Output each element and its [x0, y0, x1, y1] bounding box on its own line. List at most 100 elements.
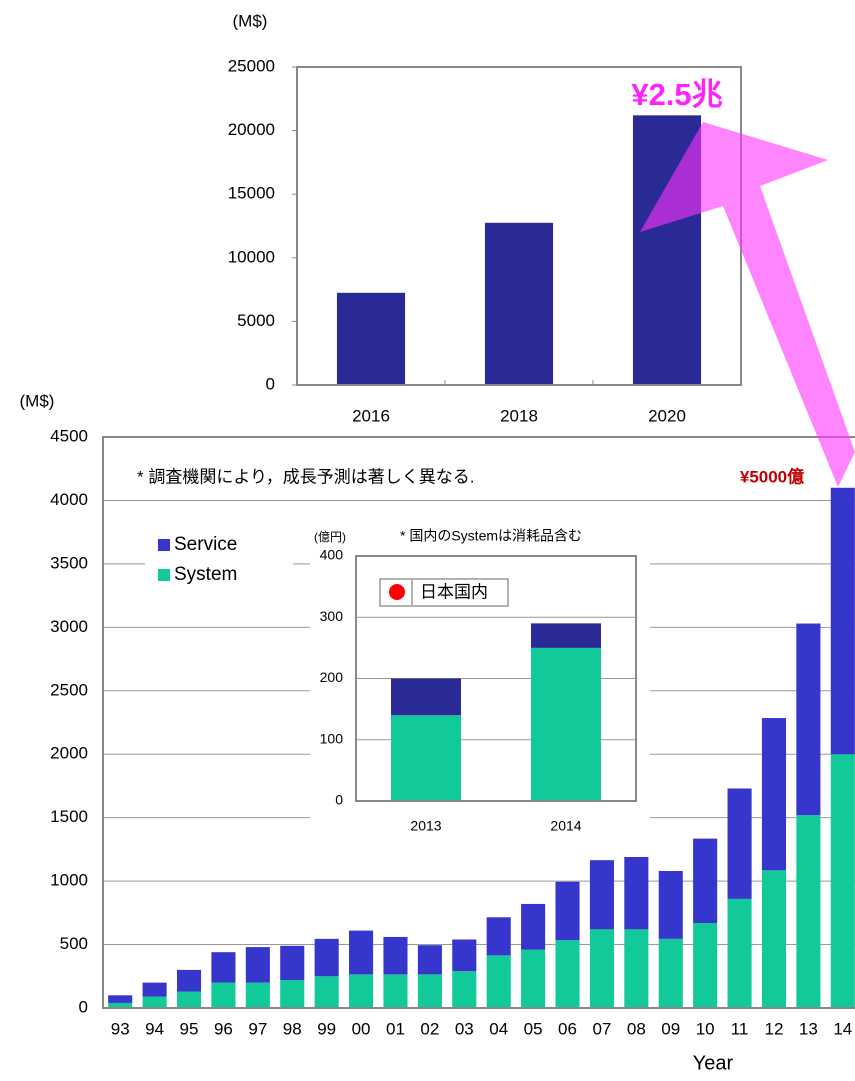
- bar-segment: [349, 974, 374, 1008]
- x-tick-label: 09: [661, 1019, 680, 1038]
- bar-segment: [280, 945, 305, 981]
- y-tick-label: 100: [320, 730, 344, 746]
- x-tick-label: 00: [352, 1019, 371, 1038]
- annotation: ¥2.5兆: [631, 77, 722, 112]
- y-tick-label: 2500: [50, 680, 88, 699]
- bar-segment: [211, 982, 236, 1008]
- y-tick-label: 3500: [50, 553, 88, 572]
- inset-chart: 0 100 200 300 400 2013 2014: [320, 547, 637, 834]
- x-tick-label: 14: [833, 1019, 852, 1038]
- x-tick-label: 11: [731, 1019, 749, 1038]
- x-tick-label: 12: [765, 1019, 784, 1038]
- annotation: * 国内のSystemは消耗品含む: [400, 528, 582, 544]
- bar-segment: [531, 647, 601, 801]
- y-tick-label: 4000: [50, 490, 88, 509]
- y-tick-label: 500: [60, 934, 88, 953]
- bar-segment: [452, 971, 477, 1008]
- x-tick-label: 2018: [500, 406, 538, 425]
- x-tick-label: 02: [420, 1019, 439, 1038]
- annotation: ¥5000億: [740, 466, 804, 486]
- bar-segment: [417, 945, 442, 975]
- y-tick-label: 400: [320, 547, 344, 563]
- bar-segment: [211, 952, 236, 983]
- bar-segment: [796, 815, 821, 1008]
- x-tick-label: 2014: [550, 818, 581, 834]
- flag-icon: [389, 584, 405, 600]
- y-tick-label: 1000: [50, 871, 88, 890]
- y-tick-label: 5000: [237, 311, 275, 330]
- bar-segment: [245, 982, 270, 1008]
- bar-segment: [658, 870, 683, 939]
- x-tick-label: 13: [799, 1019, 818, 1038]
- y-axis-label: (M$): [233, 11, 268, 30]
- x-tick-label: 2013: [410, 818, 441, 834]
- bar-segment: [486, 955, 511, 1008]
- bar-segment: [452, 939, 477, 972]
- bar-segment: [176, 991, 202, 1008]
- y-tick-label: 10000: [228, 247, 275, 266]
- y-tick-label: 20000: [228, 120, 275, 139]
- y-tick-label: 2000: [50, 744, 88, 763]
- top-chart: 0 5000 10000 15000 20000 25000 2016 2018 2020: [228, 56, 742, 425]
- bar-segment: [486, 917, 511, 956]
- y-tick-label: 4500: [50, 426, 88, 445]
- x-axis-label: Year: [693, 1052, 734, 1074]
- plot-border: [102, 436, 855, 1009]
- bar-segment: [142, 996, 167, 1008]
- bar: [336, 292, 406, 385]
- y-tick-label: 1500: [50, 807, 88, 826]
- bar-segment: [314, 938, 339, 977]
- bar-segment: [761, 870, 787, 1008]
- legend-title: 日本国内: [420, 582, 488, 601]
- bar-segment: [830, 487, 855, 755]
- bar-segment: [391, 715, 461, 801]
- main-legend: Service System: [158, 534, 237, 585]
- y-tick-label: 15000: [228, 184, 275, 203]
- bar-segment: [555, 881, 580, 941]
- bar-segment: [796, 623, 821, 816]
- bar-segment: [531, 623, 601, 648]
- bar-segment: [624, 929, 649, 1008]
- bar: [484, 222, 554, 385]
- bar-segment: [176, 969, 202, 992]
- bar-segment: [555, 940, 580, 1008]
- legend-label: Service: [174, 534, 237, 555]
- x-tick-label: 98: [283, 1019, 302, 1038]
- bar-segment: [245, 947, 270, 983]
- bar-segment: [280, 980, 305, 1008]
- bar-segment: [142, 982, 167, 997]
- bar-segment: [521, 903, 546, 950]
- bar-segment: [521, 949, 546, 1008]
- bar-segment: [693, 838, 718, 923]
- annotation: * 調査機関により，成長予測は著しく異なる.: [137, 467, 475, 486]
- y-axis-label: (M$): [20, 391, 55, 410]
- y-tick-label: 25000: [228, 56, 275, 75]
- bar-segment: [383, 974, 408, 1008]
- x-tick-label: 94: [145, 1019, 164, 1038]
- bar-segment: [693, 922, 718, 1008]
- y-tick-label: 0: [79, 997, 88, 1016]
- arrow: [640, 122, 855, 487]
- x-tick-label: 05: [524, 1019, 543, 1038]
- bar-segment: [108, 1002, 133, 1008]
- bar-segment: [727, 788, 752, 899]
- bar-segment: [624, 857, 649, 930]
- legend-swatch: [158, 569, 170, 581]
- bar-segment: [383, 936, 408, 975]
- x-tick-label: 2020: [648, 406, 686, 425]
- x-tick-label: 06: [558, 1019, 577, 1038]
- x-tick-label: 04: [489, 1019, 508, 1038]
- x-tick-label: 08: [627, 1019, 646, 1038]
- x-tick-label: 95: [180, 1019, 199, 1038]
- y-tick-label: 0: [335, 792, 343, 808]
- bar-segment: [589, 860, 614, 930]
- bar-segment: [761, 718, 787, 871]
- bar-segment: [830, 754, 855, 1008]
- bar-segment: [417, 974, 442, 1008]
- y-axis-label: (億円): [314, 530, 346, 544]
- x-tick-label: 96: [214, 1019, 233, 1038]
- x-tick-label: 97: [248, 1019, 267, 1038]
- plot-border: [355, 555, 637, 802]
